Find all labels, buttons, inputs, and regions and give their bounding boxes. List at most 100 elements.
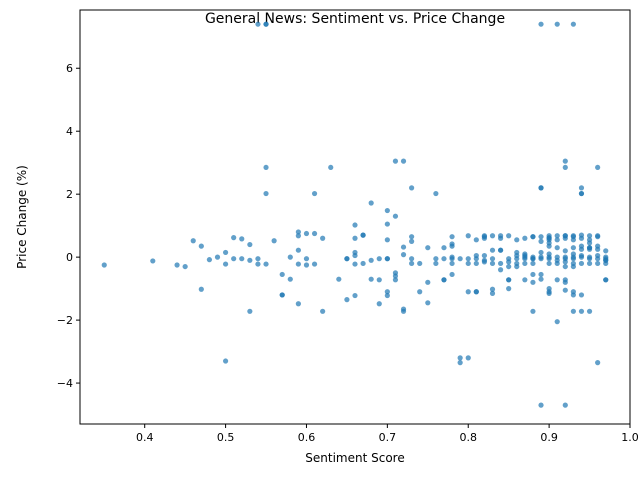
data-point — [198, 243, 204, 249]
chart-title: General News: Sentiment vs. Price Change — [205, 11, 505, 27]
data-point — [546, 289, 552, 295]
data-point — [538, 254, 544, 260]
data-point — [497, 247, 504, 253]
data-point — [595, 260, 601, 267]
data-point — [489, 256, 496, 262]
data-point — [255, 261, 261, 267]
data-point — [368, 257, 374, 263]
x-tick-label: 0.9 — [540, 431, 558, 444]
data-point — [586, 233, 593, 239]
data-point — [578, 243, 585, 249]
data-point — [368, 200, 374, 206]
data-point — [336, 276, 342, 282]
data-point — [457, 360, 463, 366]
data-point — [570, 245, 576, 251]
data-point — [303, 262, 310, 268]
data-point — [473, 289, 479, 295]
x-axis-label: Sentiment Score — [305, 451, 404, 465]
data-point — [546, 260, 552, 267]
data-point — [344, 297, 350, 303]
data-point — [449, 271, 455, 278]
data-point — [425, 300, 431, 306]
data-point — [311, 230, 318, 237]
data-point — [263, 190, 269, 197]
data-point — [538, 21, 544, 27]
y-axis-label: Price Change (%) — [15, 165, 29, 269]
data-point — [506, 277, 512, 283]
data-point — [433, 260, 439, 267]
y-axis: −4 −2 0 2 4 6 — [57, 62, 80, 390]
data-point — [586, 246, 593, 252]
data-point — [595, 360, 601, 366]
data-point — [538, 271, 544, 278]
data-point — [530, 271, 536, 278]
data-point — [562, 248, 568, 254]
data-point — [578, 308, 585, 314]
data-point — [489, 260, 496, 267]
data-point — [222, 249, 229, 256]
y-tick-label: 2 — [66, 188, 73, 201]
data-point — [473, 260, 479, 267]
data-point — [595, 164, 601, 171]
data-point — [578, 235, 585, 241]
data-point — [465, 289, 471, 295]
data-point — [222, 358, 229, 364]
x-tick-label: 1.0 — [621, 431, 639, 444]
data-point — [400, 252, 407, 258]
data-point — [522, 235, 528, 241]
data-point — [433, 256, 439, 262]
data-point — [530, 279, 536, 285]
data-point — [352, 292, 358, 299]
data-point — [303, 256, 310, 262]
y-tick-label: 6 — [66, 62, 73, 75]
data-point — [530, 234, 536, 240]
data-point — [514, 249, 520, 256]
data-point — [538, 249, 544, 256]
data-point — [546, 256, 552, 262]
data-point — [514, 237, 520, 243]
data-point — [595, 246, 601, 252]
data-point — [554, 237, 560, 243]
data-point — [384, 256, 390, 262]
data-point — [352, 261, 358, 267]
data-point — [506, 286, 512, 292]
data-point — [562, 164, 568, 171]
data-point — [247, 308, 253, 314]
data-point — [303, 230, 310, 237]
data-point — [295, 261, 301, 267]
data-point — [578, 292, 585, 298]
data-point — [473, 237, 479, 243]
data-point — [409, 238, 415, 244]
data-point — [400, 158, 407, 164]
data-point — [570, 263, 576, 270]
data-point — [586, 260, 593, 267]
data-point — [247, 241, 253, 248]
data-point — [392, 277, 399, 283]
data-point — [586, 308, 593, 314]
data-point — [506, 233, 512, 239]
data-point — [465, 355, 471, 361]
data-point — [457, 355, 463, 361]
data-point — [279, 292, 285, 298]
data-point — [457, 256, 463, 262]
data-point — [360, 260, 366, 267]
data-point — [449, 234, 455, 240]
data-point — [489, 247, 496, 253]
data-point — [538, 402, 544, 408]
data-point — [279, 271, 285, 278]
data-point — [295, 247, 301, 253]
y-tick-label: 4 — [66, 125, 73, 138]
data-point — [465, 256, 471, 262]
data-point — [562, 254, 568, 260]
x-tick-label: 0.6 — [298, 431, 316, 444]
data-point — [433, 190, 439, 197]
data-point — [295, 301, 301, 307]
data-point — [481, 235, 488, 241]
data-point — [554, 260, 560, 267]
data-point — [514, 256, 520, 262]
data-point — [352, 235, 358, 241]
data-point — [384, 237, 390, 243]
data-point — [595, 256, 601, 262]
data-point — [409, 260, 415, 267]
